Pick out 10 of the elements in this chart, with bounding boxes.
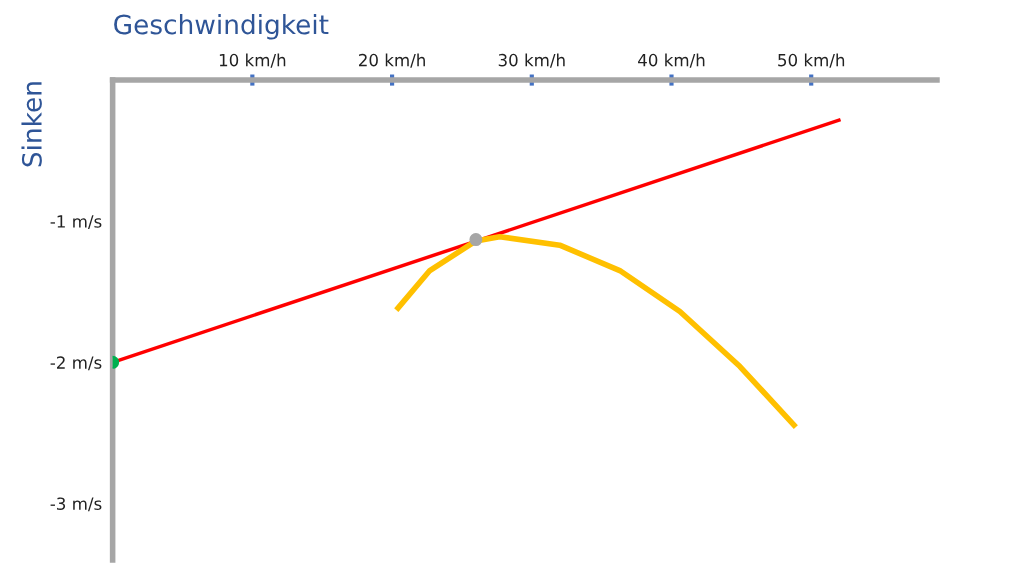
y-axis-title: Sinken [21,82,42,167]
x-tick-label: 50 km/h [778,53,845,68]
x-tick-label: 20 km/h [359,53,425,68]
y-tick-label: -3 m/s [50,497,102,512]
x-axis-title: Geschwindigkeit [114,14,329,40]
x-tick-label: 10 km/h [219,53,286,68]
y-tick-label: -2 m/s [50,356,102,371]
y-tick-label: -1 m/s [50,215,102,230]
x-tick-label: 40 km/h [638,53,705,68]
x-tick-label: 30 km/h [498,53,565,68]
